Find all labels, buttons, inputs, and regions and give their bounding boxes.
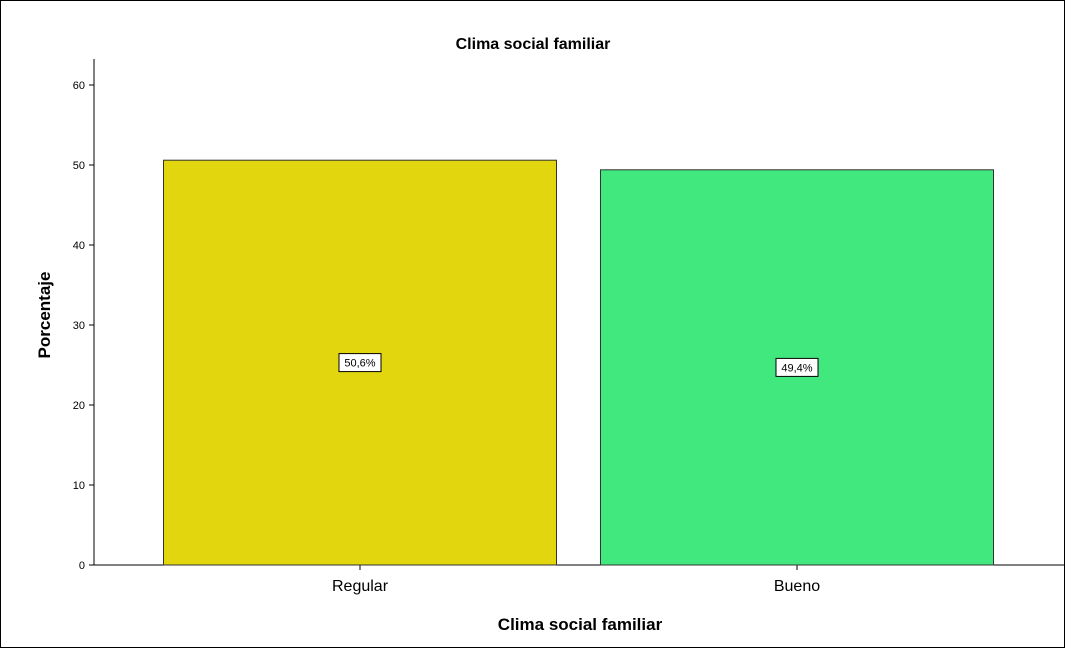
y-tick-label: 50 — [73, 160, 85, 172]
bars — [163, 159, 994, 566]
y-tick-label: 0 — [79, 560, 85, 572]
y-axis: 0 10 20 30 40 50 60 — [73, 59, 95, 572]
y-tick-label: 60 — [73, 80, 85, 92]
y-tick-label: 20 — [73, 400, 85, 412]
y-axis-title: Porcentaje — [35, 272, 54, 359]
data-label-box — [775, 357, 819, 377]
y-tick-label: 10 — [73, 480, 85, 492]
chart-title: Clima social familiar — [456, 36, 611, 53]
data-label-bueno: 49,4% — [781, 362, 812, 374]
y-tick-label: 40 — [73, 240, 85, 252]
data-labels: 50,6% 49,4% — [338, 353, 819, 377]
x-axis: Regular Bueno — [94, 564, 1065, 595]
x-tick-label-regular: Regular — [332, 578, 389, 595]
data-label-regular: 50,6% — [344, 358, 375, 370]
y-tick-label: 30 — [73, 320, 85, 332]
x-axis-title: Clima social familiar — [498, 615, 663, 634]
data-label-box — [338, 353, 382, 373]
x-tick-label-bueno: Bueno — [774, 578, 820, 595]
